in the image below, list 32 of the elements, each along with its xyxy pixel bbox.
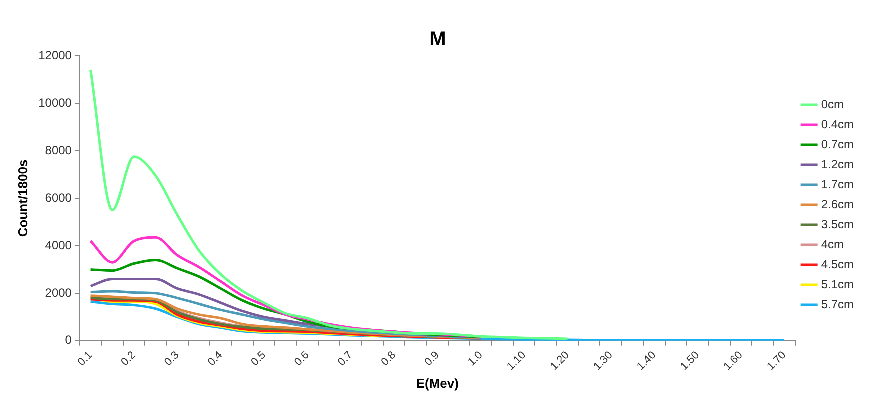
y-tick-label: 0 <box>65 333 72 348</box>
y-axis-title: Count/1800s <box>15 160 30 238</box>
x-tick-label: 1.0 <box>466 349 486 369</box>
x-tick-label: 0.8 <box>379 349 399 369</box>
x-axis-title: E(Mev) <box>416 376 459 391</box>
legend-label: 0.7cm <box>821 137 854 152</box>
x-tick-label: 0.9 <box>422 349 442 369</box>
legend-label: 0cm <box>821 97 844 112</box>
legend-label: 1.7cm <box>821 177 854 192</box>
x-tick-label: 0.5 <box>249 349 268 369</box>
chart-title: M <box>430 28 446 51</box>
y-tick-label: 6000 <box>45 190 72 205</box>
x-tick-label: 0.3 <box>162 349 182 369</box>
line-series <box>90 68 569 340</box>
legend-label: 5.7cm <box>821 297 854 312</box>
y-tick-label: 2000 <box>45 286 72 300</box>
y-tick-label: 4000 <box>45 238 72 252</box>
legend-label: 5.1cm <box>821 277 854 292</box>
x-tick-label: 0.1 <box>76 349 96 369</box>
legend-label: 1.2cm <box>821 157 854 172</box>
x-tick-label: 0.7 <box>336 349 356 369</box>
legend-label: 4.5cm <box>821 257 854 272</box>
y-tick-label: 8000 <box>45 143 72 158</box>
legend-label: 3.5cm <box>821 217 854 232</box>
x-tick-label: 0.6 <box>292 349 312 369</box>
legend-label: 2.6cm <box>821 197 854 212</box>
x-tick-label: 0.2 <box>119 349 138 369</box>
y-tick-label: 12000 <box>38 48 72 62</box>
legend-label: 0.4cm <box>821 117 854 132</box>
legend-label: 4cm <box>821 237 844 252</box>
y-tick-label: 10000 <box>38 96 72 110</box>
x-tick-label: 0.4 <box>206 349 226 369</box>
